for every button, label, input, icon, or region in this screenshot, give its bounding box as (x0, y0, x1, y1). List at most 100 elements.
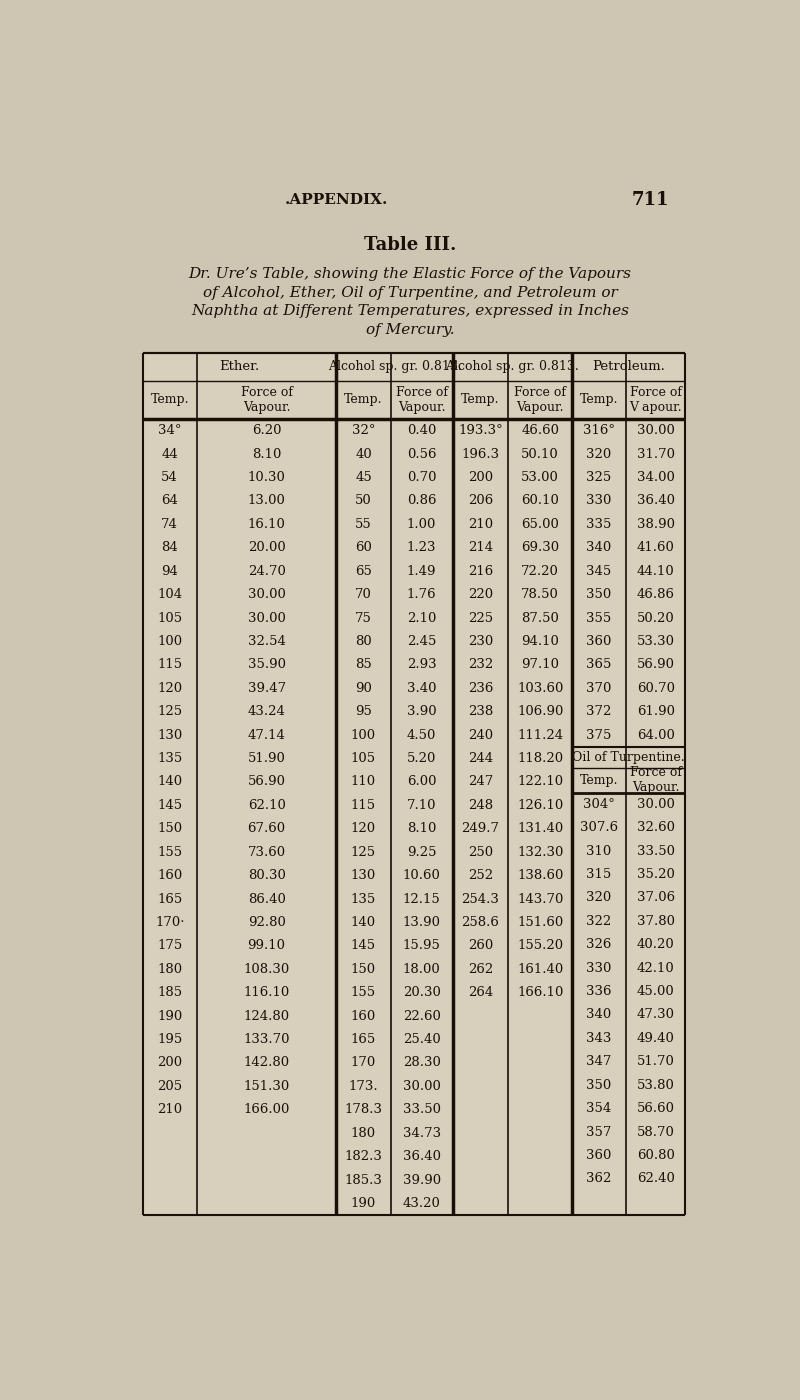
Text: 78.50: 78.50 (522, 588, 559, 601)
Text: 375: 375 (586, 728, 612, 742)
Text: 125: 125 (157, 706, 182, 718)
Text: 30.00: 30.00 (637, 424, 674, 437)
Text: of Alcohol, Ether, Oil of Turpentine, and Petroleum or: of Alcohol, Ether, Oil of Turpentine, an… (202, 286, 618, 300)
Text: 1.49: 1.49 (407, 564, 436, 578)
Text: 131.40: 131.40 (517, 822, 563, 836)
Text: 12.15: 12.15 (402, 893, 441, 906)
Text: 230: 230 (468, 636, 493, 648)
Text: 205: 205 (157, 1079, 182, 1093)
Text: 150: 150 (157, 822, 182, 836)
Text: 44.10: 44.10 (637, 564, 674, 578)
Text: 206: 206 (468, 494, 493, 507)
Text: 50.20: 50.20 (637, 612, 674, 624)
Text: 44: 44 (162, 448, 178, 461)
Text: 34.00: 34.00 (637, 470, 674, 484)
Text: 325: 325 (586, 470, 612, 484)
Text: 2.10: 2.10 (407, 612, 436, 624)
Text: 151.30: 151.30 (243, 1079, 290, 1093)
Text: Temp.: Temp. (580, 393, 618, 406)
Text: Naphtha at Different Temperatures, expressed in Inches: Naphtha at Different Temperatures, expre… (191, 304, 629, 318)
Text: 86.40: 86.40 (248, 893, 286, 906)
Text: 195: 195 (157, 1033, 182, 1046)
Text: Temp.: Temp. (344, 393, 382, 406)
Text: 350: 350 (586, 588, 612, 601)
Text: 178.3: 178.3 (345, 1103, 382, 1116)
Text: 214: 214 (468, 542, 493, 554)
Text: Oil of Turpentine.: Oil of Turpentine. (572, 750, 685, 764)
Text: 190: 190 (351, 1197, 376, 1210)
Text: 180: 180 (157, 963, 182, 976)
Text: 250: 250 (468, 846, 493, 858)
Text: 322: 322 (586, 914, 612, 928)
Text: 320: 320 (586, 892, 612, 904)
Text: 80.30: 80.30 (248, 869, 286, 882)
Text: 120: 120 (157, 682, 182, 694)
Text: .APPENDIX.: .APPENDIX. (285, 193, 388, 207)
Text: 258.6: 258.6 (462, 916, 499, 930)
Text: 50.10: 50.10 (522, 448, 559, 461)
Text: 185.3: 185.3 (345, 1173, 382, 1187)
Text: 3.90: 3.90 (407, 706, 437, 718)
Text: 118.20: 118.20 (517, 752, 563, 764)
Text: 56.90: 56.90 (248, 776, 286, 788)
Text: 10.30: 10.30 (248, 470, 286, 484)
Text: 54: 54 (162, 470, 178, 484)
Text: 165: 165 (351, 1033, 376, 1046)
Text: 238: 238 (468, 706, 493, 718)
Text: 39.47: 39.47 (247, 682, 286, 694)
Text: 247: 247 (468, 776, 493, 788)
Text: 4.50: 4.50 (407, 728, 436, 742)
Text: 1.00: 1.00 (407, 518, 436, 531)
Text: 46.60: 46.60 (522, 424, 559, 437)
Text: Force of
V apour.: Force of V apour. (630, 386, 682, 414)
Text: 51.70: 51.70 (637, 1056, 674, 1068)
Text: 30.00: 30.00 (402, 1079, 441, 1093)
Text: 35.90: 35.90 (248, 658, 286, 672)
Text: 47.14: 47.14 (248, 728, 286, 742)
Text: 357: 357 (586, 1126, 612, 1138)
Text: 170·: 170· (155, 916, 185, 930)
Text: 34.73: 34.73 (402, 1127, 441, 1140)
Text: 33.50: 33.50 (402, 1103, 441, 1116)
Text: 116.10: 116.10 (243, 986, 290, 1000)
Text: 36.40: 36.40 (402, 1151, 441, 1163)
Text: 120: 120 (351, 822, 376, 836)
Text: 262: 262 (468, 963, 493, 976)
Text: 108.30: 108.30 (243, 963, 290, 976)
Text: 249.7: 249.7 (462, 822, 499, 836)
Text: 73.60: 73.60 (247, 846, 286, 858)
Text: 182.3: 182.3 (345, 1151, 382, 1163)
Text: 2.93: 2.93 (407, 658, 437, 672)
Text: 115: 115 (157, 658, 182, 672)
Text: 80: 80 (355, 636, 372, 648)
Text: 175: 175 (157, 939, 182, 952)
Text: 62.40: 62.40 (637, 1172, 674, 1186)
Text: 340: 340 (586, 1008, 612, 1022)
Text: 310: 310 (586, 844, 612, 858)
Text: 94: 94 (162, 564, 178, 578)
Text: Table III.: Table III. (364, 237, 456, 253)
Text: of Mercury.: of Mercury. (366, 323, 454, 337)
Text: 365: 365 (586, 658, 612, 672)
Text: 111.24: 111.24 (517, 728, 563, 742)
Text: 165: 165 (157, 893, 182, 906)
Text: 345: 345 (586, 564, 612, 578)
Text: 336: 336 (586, 986, 612, 998)
Text: Force of
Vapour.: Force of Vapour. (630, 766, 682, 794)
Text: 31.70: 31.70 (637, 448, 674, 461)
Text: 193.3°: 193.3° (458, 424, 503, 437)
Text: 0.40: 0.40 (407, 424, 436, 437)
Text: 160: 160 (157, 869, 182, 882)
Text: 99.10: 99.10 (248, 939, 286, 952)
Text: 56.90: 56.90 (637, 658, 674, 672)
Text: Alcohol sp. gr. 0.813.: Alcohol sp. gr. 0.813. (328, 360, 462, 374)
Text: 72.20: 72.20 (522, 564, 559, 578)
Text: 132.30: 132.30 (517, 846, 563, 858)
Text: 150: 150 (351, 963, 376, 976)
Text: 30.00: 30.00 (637, 798, 674, 811)
Text: 236: 236 (468, 682, 494, 694)
Text: 47.30: 47.30 (637, 1008, 674, 1022)
Text: 160: 160 (351, 1009, 376, 1022)
Text: 124.80: 124.80 (243, 1009, 290, 1022)
Text: 64.00: 64.00 (637, 728, 674, 742)
